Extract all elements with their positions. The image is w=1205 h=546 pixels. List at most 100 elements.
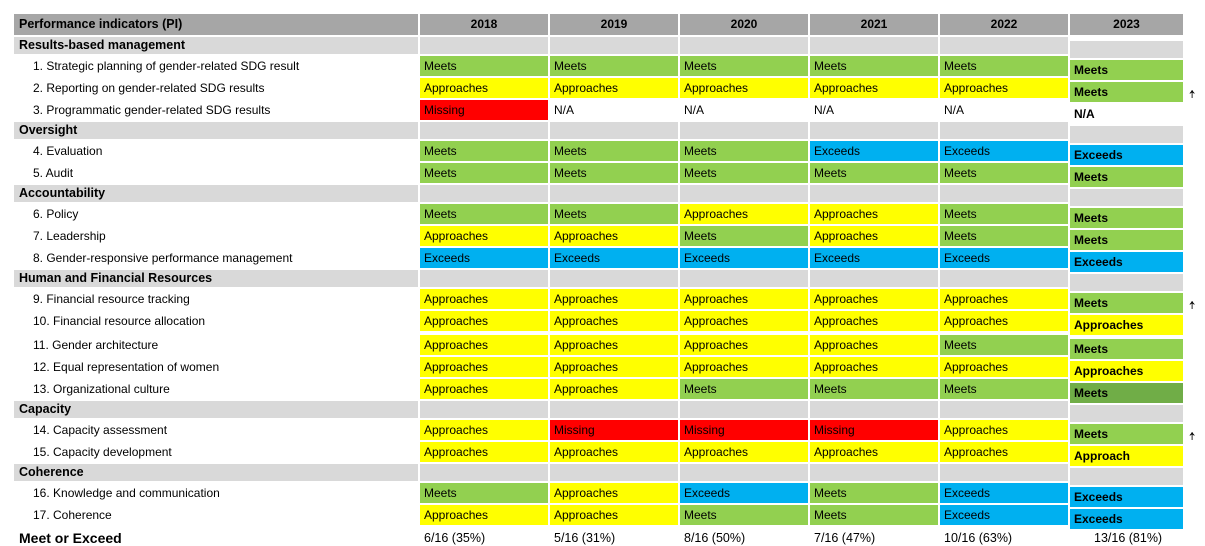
arrow-column-cell: [1185, 379, 1205, 399]
status-cell: Approaches: [420, 420, 548, 440]
section-fill-cell: [1070, 405, 1183, 422]
indicator-label: 11. Gender architecture: [33, 338, 159, 352]
status-cell: N/A: [944, 103, 965, 117]
status-cell: Exceeds: [550, 248, 678, 268]
status-cell: Meets: [550, 56, 678, 76]
status-cell: N/A: [554, 103, 575, 117]
status-cell: Approaches: [550, 311, 678, 331]
section-fill-cell: [550, 270, 678, 287]
status-cell: Approaches: [810, 357, 938, 377]
section-fill-cell: [810, 122, 938, 139]
status-cell: Exceeds: [420, 248, 548, 268]
status-cell: Exceeds: [810, 141, 938, 161]
arrow-column-cell: [1185, 505, 1205, 525]
year-header-2018: 2018: [420, 14, 548, 35]
indicator-row: 13. Organizational culture Approaches Appr…: [14, 379, 1205, 403]
pi-table: Performance indicators (PI) 2018 2019 2020 2…: [14, 14, 1205, 546]
indicator-row: 10. Financial resource allocation Approac…: [14, 311, 1205, 335]
footer-value-2022: 10/16 (63%): [944, 531, 1013, 545]
section-fill-cell: [680, 122, 808, 139]
indicator-label: 16. Knowledge and communication: [33, 486, 220, 500]
section-fill-cell: [680, 270, 808, 287]
section-fill-cell: [420, 464, 548, 481]
footer-value-2023: 13/16 (81%): [1094, 531, 1163, 545]
status-cell: Meets: [680, 505, 808, 525]
year-header-2019: 2019: [550, 14, 678, 35]
year-header-2020: 2020: [680, 14, 808, 35]
status-cell: Meets: [550, 204, 678, 224]
up-arrow-icon: ↑: [1187, 425, 1197, 441]
indicator-label: 17. Coherence: [33, 508, 112, 522]
indicator-label: 6. Policy: [33, 207, 79, 221]
indicator-label: 13. Organizational culture: [33, 382, 170, 396]
status-cell: Meets: [420, 204, 548, 224]
section-fill-cell: [940, 122, 1068, 139]
status-cell: Approaches: [680, 442, 808, 462]
footer-value-2018: 6/16 (35%): [424, 531, 486, 545]
status-cell: Approaches: [420, 311, 548, 331]
year-header-2023: 2023: [1070, 14, 1183, 35]
indicator-row: 15. Capacity development Approaches Approa…: [14, 442, 1205, 466]
section-label: Capacity: [14, 401, 418, 418]
section-fill-cell: [1070, 468, 1183, 485]
arrow-column-cell: ↑: [1185, 289, 1205, 310]
status-cell: N/A: [684, 103, 705, 117]
arrow-column-cell: [1185, 464, 1205, 481]
status-cell: Meets: [1070, 60, 1183, 80]
status-cell: Exceeds: [1070, 252, 1183, 272]
status-cell: Approaches: [550, 78, 678, 98]
indicator-row: 3. Programmatic gender-related SDG resul…: [14, 100, 1205, 121]
status-cell: Approaches: [550, 505, 678, 525]
section-fill-cell: [420, 401, 548, 418]
status-cell: Approaches: [550, 442, 678, 462]
footer-value-2019: 5/16 (31%): [554, 531, 616, 545]
status-cell: Meets: [1070, 293, 1183, 313]
status-cell: Meets: [810, 163, 938, 183]
status-cell: Approaches: [420, 226, 548, 246]
indicator-row: 14. Capacity assessment Approaches Missing…: [14, 420, 1205, 444]
status-cell: Approaches: [810, 78, 938, 98]
section-row: Capacity: [14, 401, 1205, 422]
status-cell: Meets: [940, 204, 1068, 224]
indicator-label: 3. Programmatic gender-related SDG resul…: [33, 103, 271, 117]
status-cell: Approaches: [810, 226, 938, 246]
status-cell: Approaches: [680, 289, 808, 309]
status-cell: N/A: [1074, 107, 1095, 121]
status-cell: Exceeds: [1070, 509, 1183, 529]
status-cell: Approaches: [940, 442, 1068, 462]
section-fill-cell: [550, 464, 678, 481]
indicator-label: 9. Financial resource tracking: [33, 292, 190, 306]
status-cell: Approaches: [810, 311, 938, 331]
footer-arrow-spacer: [1185, 527, 1205, 546]
status-cell: Approaches: [680, 311, 808, 331]
indicator-row: 9. Financial resource tracking Approaches…: [14, 289, 1205, 313]
status-cell: Meets: [1070, 383, 1183, 403]
status-cell: Approaches: [420, 78, 548, 98]
status-cell: Meets: [810, 379, 938, 399]
arrow-column-cell: [1185, 311, 1205, 331]
arrow-column-cell: [1185, 122, 1205, 139]
status-cell: Meets: [1070, 230, 1183, 250]
status-cell: Exceeds: [940, 141, 1068, 161]
status-cell: Approaches: [420, 335, 548, 355]
status-cell: Meets: [680, 379, 808, 399]
status-cell: Meets: [1070, 424, 1183, 444]
status-cell: Exceeds: [680, 248, 808, 268]
status-cell: Approaches: [680, 204, 808, 224]
section-fill-cell: [940, 37, 1068, 54]
header-row: Performance indicators (PI) 2018 2019 2020 2…: [14, 14, 1205, 35]
section-label: Accountability: [14, 185, 418, 202]
status-cell: Approaches: [550, 357, 678, 377]
status-cell: Approaches: [680, 357, 808, 377]
indicator-label: 4. Evaluation: [33, 144, 103, 158]
section-fill-cell: [1070, 274, 1183, 291]
status-cell: Meets: [420, 483, 548, 503]
indicator-label: 5. Audit: [33, 166, 74, 180]
status-cell: Exceeds: [1070, 145, 1183, 165]
indicator-row: 12. Equal representation of women Approac…: [14, 357, 1205, 381]
status-cell: Approaches: [1070, 361, 1183, 381]
section-fill-cell: [550, 401, 678, 418]
section-fill-cell: [810, 185, 938, 202]
status-cell: Meets: [1070, 208, 1183, 228]
arrow-column-cell: [1185, 185, 1205, 202]
